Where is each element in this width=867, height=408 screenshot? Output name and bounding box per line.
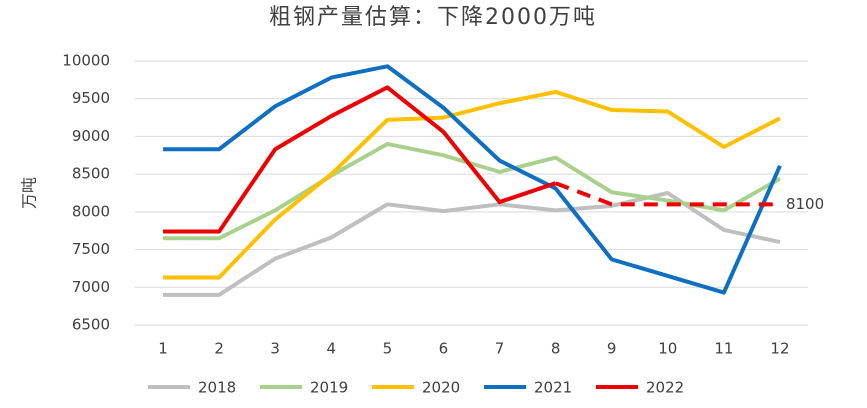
y-axis-label: 万吨 [20,177,39,209]
x-tick-label: 9 [607,340,617,358]
y-tick-label: 7000 [72,278,110,296]
legend-label: 2021 [534,379,572,397]
x-tick-label: 12 [770,340,789,358]
x-tick-label: 10 [658,340,677,358]
x-tick-label: 8 [551,340,561,358]
series-line [163,141,781,241]
chart-title: 粗钢产量估算：下降2000万吨 [269,5,597,30]
x-tick-label: 6 [439,340,449,358]
data-label: 8100 [786,195,824,213]
x-tick-label: 7 [495,340,505,358]
legend-label: 2019 [310,379,348,397]
y-tick-label: 9000 [72,127,110,145]
series-line [163,191,781,297]
x-tick-label: 2 [214,340,224,358]
series-line [163,89,781,280]
x-tick-label: 5 [383,340,393,358]
series-line [163,64,782,295]
x-tick-label: 4 [327,340,337,358]
x-tick-label: 1 [158,340,168,358]
series-line-dashed [554,181,780,207]
legend-label: 2022 [646,379,684,397]
y-tick-label: 10000 [62,52,110,70]
series-line [163,85,557,234]
x-tick-label: 11 [714,340,733,358]
y-tick-label: 9500 [72,89,110,107]
legend-label: 2020 [422,379,460,397]
y-tick-label: 8000 [72,202,110,220]
legend-label: 2018 [198,379,236,397]
y-tick-label: 8500 [72,165,110,183]
y-tick-label: 6500 [72,316,110,334]
x-tick-label: 3 [270,340,280,358]
y-tick-label: 7500 [72,240,110,258]
